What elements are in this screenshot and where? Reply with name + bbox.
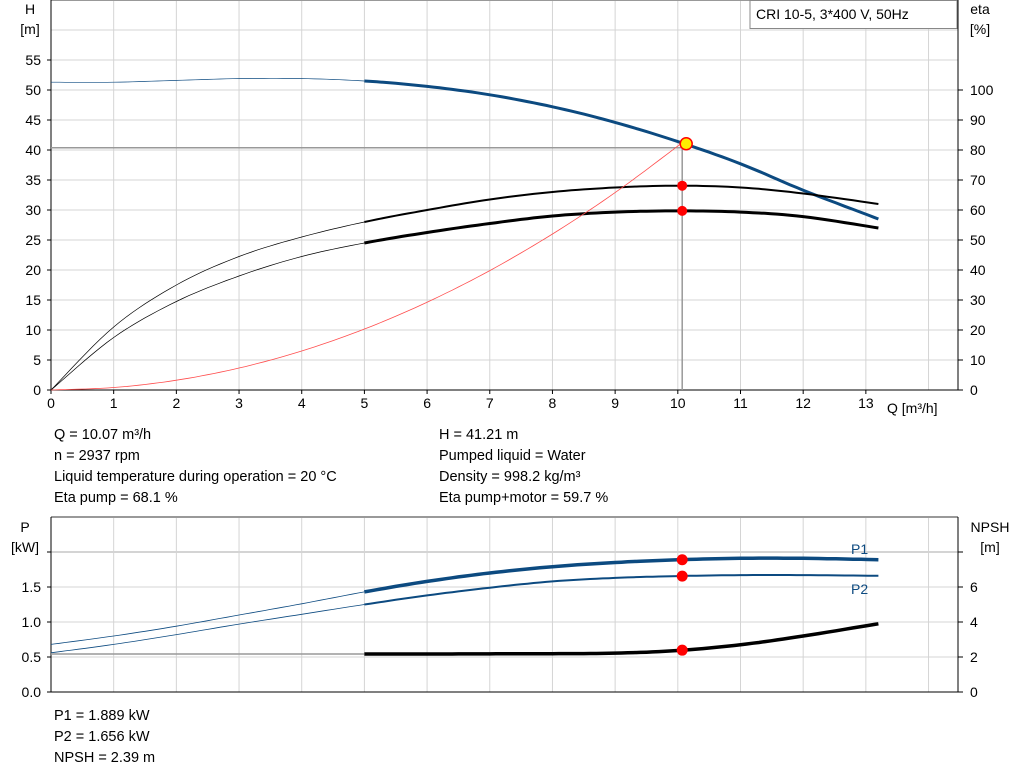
x-tick-label: 4 — [298, 395, 306, 411]
x-tick-label: 6 — [423, 395, 431, 411]
info-temp: Liquid temperature during operation = 20… — [54, 469, 337, 485]
x-tick-label: 11 — [733, 395, 748, 411]
x-tick-label: 5 — [361, 395, 369, 411]
y-axis-label: P — [20, 519, 29, 535]
P1-curve-extended — [50, 591, 365, 645]
y-tick-label: 5 — [33, 352, 41, 368]
y-tick-label: 25 — [25, 232, 41, 248]
y2-axis-unit: [m] — [980, 539, 999, 555]
x-tick-label: 13 — [858, 395, 874, 411]
y2-tick-label: 20 — [970, 322, 986, 338]
eta_total-curve-extended — [50, 242, 365, 391]
info-liquid: Pumped liquid = Water — [439, 448, 586, 464]
x-tick-label: 3 — [235, 395, 243, 411]
y2-axis-label: eta — [970, 1, 990, 17]
info-npsh: NPSH = 2.39 m — [54, 750, 156, 766]
y2-tick-label: 60 — [970, 202, 986, 218]
x-axis-label: Q [m³/h] — [887, 400, 938, 416]
chart-title: CRI 10-5, 3*400 V, 50Hz — [756, 6, 909, 22]
eta_pump-curve — [364, 184, 879, 223]
y-tick-label: 55 — [25, 52, 41, 68]
P1-duty-point — [676, 554, 688, 566]
eta_pump-curve-extended — [50, 221, 365, 391]
y2-axis-label: NPSH — [971, 519, 1010, 535]
y-tick-label: 45 — [25, 112, 41, 128]
y2-tick-label: 6 — [970, 579, 978, 595]
H-curve-extended — [51, 77, 365, 83]
info-eta-total: Eta pump+motor = 59.7 % — [439, 490, 609, 506]
y2-tick-label: 0 — [970, 684, 978, 700]
duty-point-marker — [679, 136, 693, 151]
x-tick-label: 12 — [795, 395, 811, 411]
eta_total-curve — [364, 209, 879, 245]
p2-legend: P2 — [851, 581, 868, 597]
NPSH-duty-point — [676, 644, 688, 656]
P1-curve — [364, 556, 879, 594]
info-q: Q = 10.07 m³/h — [54, 427, 152, 443]
y-tick-label: 15 — [25, 292, 41, 308]
x-tick-label: 1 — [110, 395, 118, 411]
eta-pump-duty-point — [677, 180, 688, 191]
NPSH-curve — [364, 622, 879, 656]
y-tick-label: 0.5 — [22, 649, 42, 665]
eta-total-duty-point — [677, 205, 688, 216]
p1-legend: P1 — [851, 541, 868, 557]
y2-tick-label: 0 — [970, 382, 978, 398]
info-eta-pump: Eta pump = 68.1 % — [54, 490, 178, 506]
y-tick-label: 0.0 — [22, 684, 42, 700]
P2-curve — [364, 574, 879, 606]
y-tick-label: 35 — [25, 172, 41, 188]
y-tick-label: 50 — [25, 82, 41, 98]
y-tick-label: 1.0 — [22, 614, 42, 630]
y2-tick-label: 80 — [970, 142, 986, 158]
info-right: H = 41.21 m Pumped liquid = Water Densit… — [439, 425, 608, 509]
info-power: P1 = 1.889 kW P2 = 1.656 kW NPSH = 2.39 … — [54, 706, 155, 769]
y2-tick-label: 70 — [970, 172, 986, 188]
y2-tick-label: 4 — [970, 614, 978, 630]
y2-axis-unit: [%] — [970, 21, 990, 37]
y-tick-label: 20 — [25, 262, 41, 278]
y2-tick-label: 100 — [970, 82, 994, 98]
x-tick-label: 7 — [486, 395, 494, 411]
x-tick-label: 8 — [549, 395, 557, 411]
y-axis-label: H — [25, 1, 35, 17]
info-p2: P2 = 1.656 kW — [54, 729, 150, 745]
x-tick-label: 0 — [47, 395, 55, 411]
info-speed: n = 2937 rpm — [54, 448, 140, 464]
P2-curve-extended — [50, 604, 365, 654]
y-axis-unit: [m] — [20, 21, 39, 37]
y2-tick-label: 90 — [970, 112, 986, 128]
info-left: Q = 10.07 m³/h n = 2937 rpm Liquid tempe… — [54, 425, 337, 509]
y-tick-label: 10 — [25, 322, 41, 338]
y2-tick-label: 50 — [970, 232, 986, 248]
y2-tick-label: 30 — [970, 292, 986, 308]
system-curve — [50, 142, 683, 391]
y-axis-unit: [kW] — [11, 539, 39, 555]
info-density: Density = 998.2 kg/m³ — [439, 469, 581, 485]
y2-tick-label: 40 — [970, 262, 986, 278]
x-tick-label: 10 — [670, 395, 686, 411]
y-tick-label: 0 — [33, 382, 41, 398]
y2-tick-label: 10 — [970, 352, 986, 368]
x-tick-label: 9 — [611, 395, 619, 411]
P2-duty-point — [676, 570, 688, 582]
title-box — [749, 0, 958, 29]
x-tick-label: 2 — [172, 395, 180, 411]
y-tick-label: 40 — [25, 142, 41, 158]
y2-tick-label: 2 — [970, 649, 978, 665]
y-tick-label: 30 — [25, 202, 41, 218]
info-p1: P1 = 1.889 kW — [54, 708, 150, 724]
info-h: H = 41.21 m — [439, 427, 519, 443]
y-tick-label: 1.5 — [22, 579, 42, 595]
H-curve — [364, 79, 879, 221]
